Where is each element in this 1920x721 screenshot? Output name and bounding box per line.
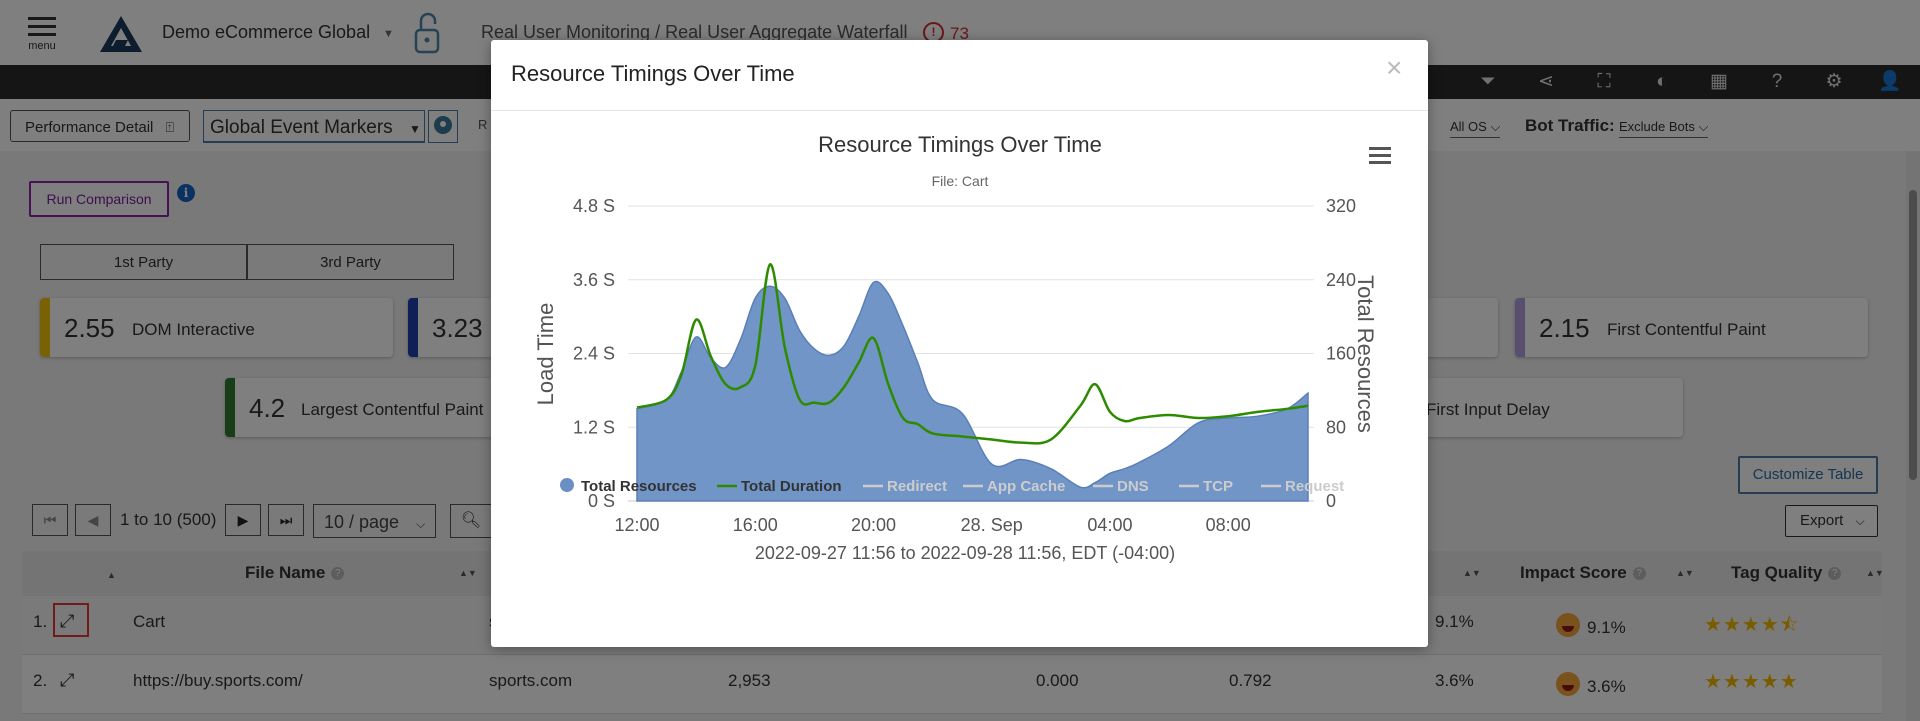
y-tick-right: 320: [1326, 196, 1356, 216]
y-tick-left: 3.6 S: [573, 270, 615, 290]
series-total-resources: [636, 280, 1309, 502]
x-tick: 08:00: [1206, 515, 1251, 535]
modal-divider: [491, 110, 1428, 111]
x-tick: 16:00: [733, 515, 778, 535]
chart-subtitle: File: Cart: [932, 173, 989, 189]
x-tick: 04:00: [1087, 515, 1132, 535]
chart-modal: [491, 40, 1428, 647]
x-tick: 20:00: [851, 515, 896, 535]
resource-timings-chart: Resource Timings Over Time File: Cart 0 …: [533, 132, 1391, 563]
legend-label: Redirect: [887, 478, 947, 495]
y-tick-left: 2.4 S: [573, 344, 615, 364]
legend-label: DNS: [1117, 478, 1149, 495]
chart-line-layer: [636, 263, 1309, 445]
chart-title: Resource Timings Over Time: [818, 132, 1102, 157]
legend-label: Request: [1285, 478, 1344, 495]
chart-legend: Total Resources Total Duration Redirect App…: [560, 478, 1344, 495]
x-tick: 28. Sep: [961, 515, 1023, 535]
y-tick-right: 240: [1326, 270, 1356, 290]
y-tick-left: 0 S: [588, 491, 615, 511]
chart-area-layer: [636, 280, 1309, 502]
y-tick-right: 80: [1326, 417, 1346, 437]
y-tick-left: 1.2 S: [573, 417, 615, 437]
legend-label: Total Duration: [741, 478, 842, 495]
legend-label: TCP: [1203, 478, 1233, 495]
legend-label: App Cache: [987, 478, 1065, 495]
y-tick-right: 0: [1326, 491, 1336, 511]
legend-marker: [560, 478, 574, 492]
y-axis-left-label: Load Time: [533, 303, 558, 406]
modal-title: Resource Timings Over Time: [511, 61, 795, 86]
y-tick-left: 4.8 S: [573, 196, 615, 216]
x-axis-label: 2022-09-27 11:56 to 2022-09-28 11:56, ED…: [755, 543, 1175, 563]
legend-label: Total Resources: [581, 478, 697, 495]
chart-menu-icon[interactable]: [1369, 147, 1391, 164]
y-axis-right-label-text: Total Resources: [1353, 275, 1378, 433]
x-tick: 12:00: [614, 515, 659, 535]
y-tick-right: 160: [1326, 344, 1356, 364]
series-total-duration: [636, 263, 1309, 445]
chart-axis-ticks: 0 S 0 1.2 S 80 2.4 S 160 3.6 S 240 4.8 S 320 12:00…: [573, 196, 1356, 535]
close-icon[interactable]: ×: [1386, 52, 1403, 83]
